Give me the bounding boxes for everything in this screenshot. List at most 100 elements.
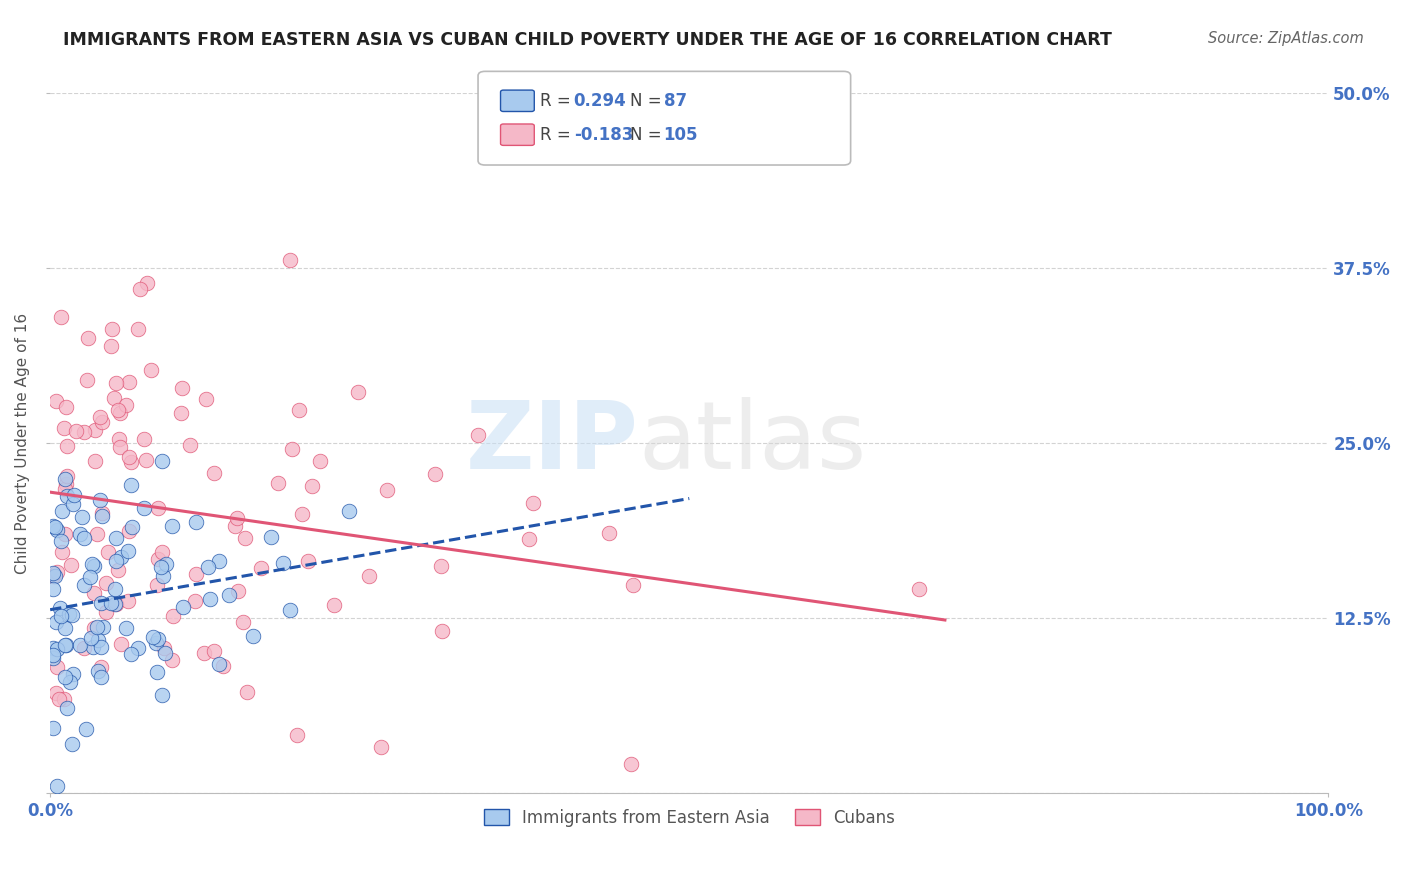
Point	[160, 519, 183, 533]
Point	[69, 526, 91, 541]
Point	[115, 398, 138, 412]
Point	[80, 631, 103, 645]
Point	[63, 488, 86, 502]
Point	[89, 410, 111, 425]
Point	[150, 454, 173, 468]
Point	[172, 381, 194, 395]
Point	[96, 605, 118, 619]
Point	[83, 454, 105, 468]
Point	[598, 525, 620, 540]
Point	[72, 510, 94, 524]
Point	[110, 549, 132, 564]
Point	[152, 568, 174, 582]
Point	[90, 640, 112, 654]
Point	[620, 756, 643, 771]
Point	[77, 331, 100, 345]
Text: R =: R =	[540, 126, 576, 144]
Point	[267, 475, 290, 490]
Point	[100, 596, 122, 610]
Point	[117, 594, 139, 608]
Point	[184, 566, 207, 581]
Point	[83, 423, 105, 437]
Point	[42, 569, 65, 583]
Point	[41, 566, 63, 580]
Y-axis label: Child Poverty Under the Age of 16: Child Poverty Under the Age of 16	[15, 312, 30, 574]
Point	[55, 477, 77, 491]
Point	[236, 684, 259, 698]
Point	[51, 545, 73, 559]
Point	[44, 569, 66, 583]
Point	[60, 607, 83, 622]
Point	[86, 620, 108, 634]
Legend: Immigrants from Eastern Asia, Cubans: Immigrants from Eastern Asia, Cubans	[477, 802, 901, 833]
Point	[56, 701, 79, 715]
Point	[121, 520, 143, 534]
Point	[45, 659, 67, 673]
Point	[370, 740, 392, 755]
Point	[517, 532, 540, 546]
Point	[52, 420, 75, 434]
Point	[42, 648, 65, 663]
Point	[62, 667, 84, 681]
Text: 87: 87	[664, 92, 686, 110]
Point	[104, 376, 127, 390]
Point	[44, 520, 66, 534]
Point	[86, 526, 108, 541]
Point	[118, 524, 141, 538]
Point	[45, 686, 67, 700]
Point	[127, 322, 149, 336]
Point	[139, 363, 162, 377]
Point	[55, 469, 77, 483]
Point	[233, 531, 256, 545]
Point	[90, 508, 112, 523]
Point	[103, 392, 125, 406]
Point	[104, 597, 127, 611]
Point	[51, 608, 73, 623]
Point	[97, 544, 120, 558]
Point	[193, 646, 215, 660]
Point	[56, 489, 79, 503]
Point	[110, 637, 132, 651]
Point	[75, 722, 97, 736]
Point	[101, 322, 124, 336]
Point	[91, 506, 114, 520]
Point	[110, 440, 132, 454]
Point	[45, 641, 67, 656]
Point	[297, 554, 319, 568]
Point	[291, 508, 314, 522]
Text: IMMIGRANTS FROM EASTERN ASIA VS CUBAN CHILD POVERTY UNDER THE AGE OF 16 CORRELAT: IMMIGRANTS FROM EASTERN ASIA VS CUBAN CH…	[63, 31, 1112, 49]
Point	[120, 478, 142, 492]
Point	[120, 647, 142, 661]
Point	[76, 373, 98, 387]
Point	[186, 515, 208, 529]
Point	[82, 640, 104, 654]
Point	[90, 670, 112, 684]
Point	[120, 455, 142, 469]
Point	[136, 277, 159, 291]
Point	[60, 558, 83, 572]
Point	[60, 737, 83, 751]
Point	[135, 453, 157, 467]
Point	[45, 393, 67, 408]
Text: 105: 105	[664, 126, 699, 144]
Point	[108, 433, 131, 447]
Point	[53, 621, 76, 635]
Point	[146, 551, 169, 566]
Point	[621, 578, 644, 592]
Point	[41, 582, 63, 596]
Point	[226, 583, 249, 598]
Point	[53, 527, 76, 541]
Point	[224, 518, 246, 533]
Point	[432, 624, 454, 638]
Point	[155, 646, 177, 660]
Point	[107, 403, 129, 417]
Point	[145, 635, 167, 649]
Point	[46, 565, 69, 579]
Point	[184, 594, 207, 608]
Point	[281, 442, 304, 457]
Point	[72, 641, 94, 656]
Point	[118, 450, 141, 464]
Point	[271, 556, 294, 570]
Point	[288, 403, 311, 417]
Point	[100, 339, 122, 353]
